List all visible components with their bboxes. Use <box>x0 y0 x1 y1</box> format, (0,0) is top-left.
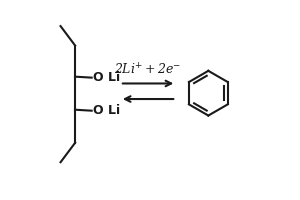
Text: $\mathregular{2Li^{+} + 2e^{-}}$: $\mathregular{2Li^{+} + 2e^{-}}$ <box>114 62 182 78</box>
Text: O Li: O Li <box>93 104 120 117</box>
Text: O Li: O Li <box>93 71 120 84</box>
